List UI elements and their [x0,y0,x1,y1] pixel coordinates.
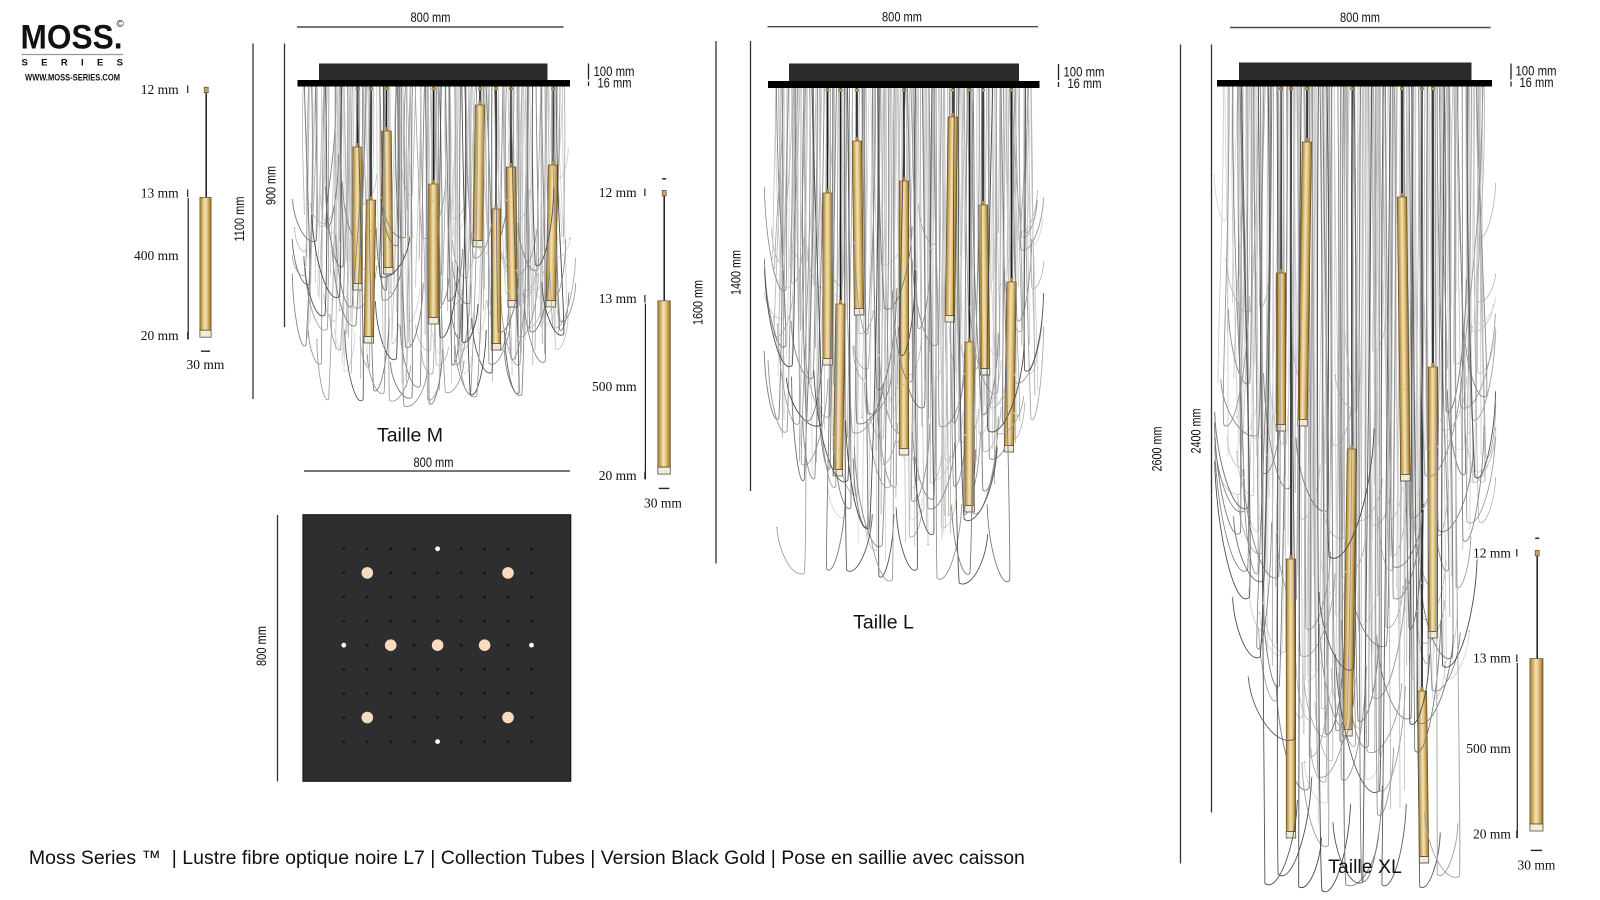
svg-text:800 mm: 800 mm [1340,10,1380,25]
svg-text:12 mm: 12 mm [1473,546,1511,561]
svg-text:30 mm: 30 mm [644,496,682,511]
svg-text:800 mm: 800 mm [411,10,451,25]
svg-text:400 mm: 400 mm [134,248,179,263]
svg-text:16 mm: 16 mm [598,76,632,91]
svg-text:12 mm: 12 mm [141,82,179,97]
svg-text:800 mm: 800 mm [254,626,269,666]
svg-text:900 mm: 900 mm [264,166,279,205]
svg-text:13 mm: 13 mm [1473,651,1511,666]
svg-text:16 mm: 16 mm [1068,76,1102,91]
svg-text:30 mm: 30 mm [1518,858,1556,873]
svg-text:100 mm: 100 mm [1064,65,1105,80]
svg-text:20 mm: 20 mm [1473,827,1511,842]
svg-text:500 mm: 500 mm [592,379,637,394]
svg-text:©: © [117,19,125,30]
svg-text:Taille XL: Taille XL [1328,856,1402,878]
svg-text:2600 mm: 2600 mm [1150,427,1165,472]
svg-text:Moss Series ™ | Lustre fibre: Moss Series ™ | Lustre fibre optique noi… [29,847,1025,869]
svg-text:2400 mm: 2400 mm [1189,409,1204,454]
svg-text:13 mm: 13 mm [599,291,637,306]
svg-text:1100 mm: 1100 mm [232,197,247,242]
svg-text:100 mm: 100 mm [594,64,635,79]
svg-text:12 mm: 12 mm [599,185,637,200]
svg-text:Taille L: Taille L [853,612,914,634]
svg-text:1600 mm: 1600 mm [691,280,706,325]
svg-text:800 mm: 800 mm [414,455,454,470]
svg-text:20 mm: 20 mm [599,468,637,483]
svg-text:1400 mm: 1400 mm [729,250,744,295]
svg-text:WWW.MOSS-SERIES.COM: WWW.MOSS-SERIES.COM [25,73,120,84]
svg-text:Taille M: Taille M [377,425,443,447]
svg-text:13 mm: 13 mm [141,186,179,201]
svg-text:100 mm: 100 mm [1516,64,1557,79]
svg-text:800 mm: 800 mm [882,10,922,25]
svg-text:MOSS.: MOSS. [21,19,123,57]
svg-text:16 mm: 16 mm [1520,75,1554,90]
svg-text:500 mm: 500 mm [1466,741,1511,756]
svg-text:20 mm: 20 mm [141,328,179,343]
svg-text:30 mm: 30 mm [187,357,225,372]
